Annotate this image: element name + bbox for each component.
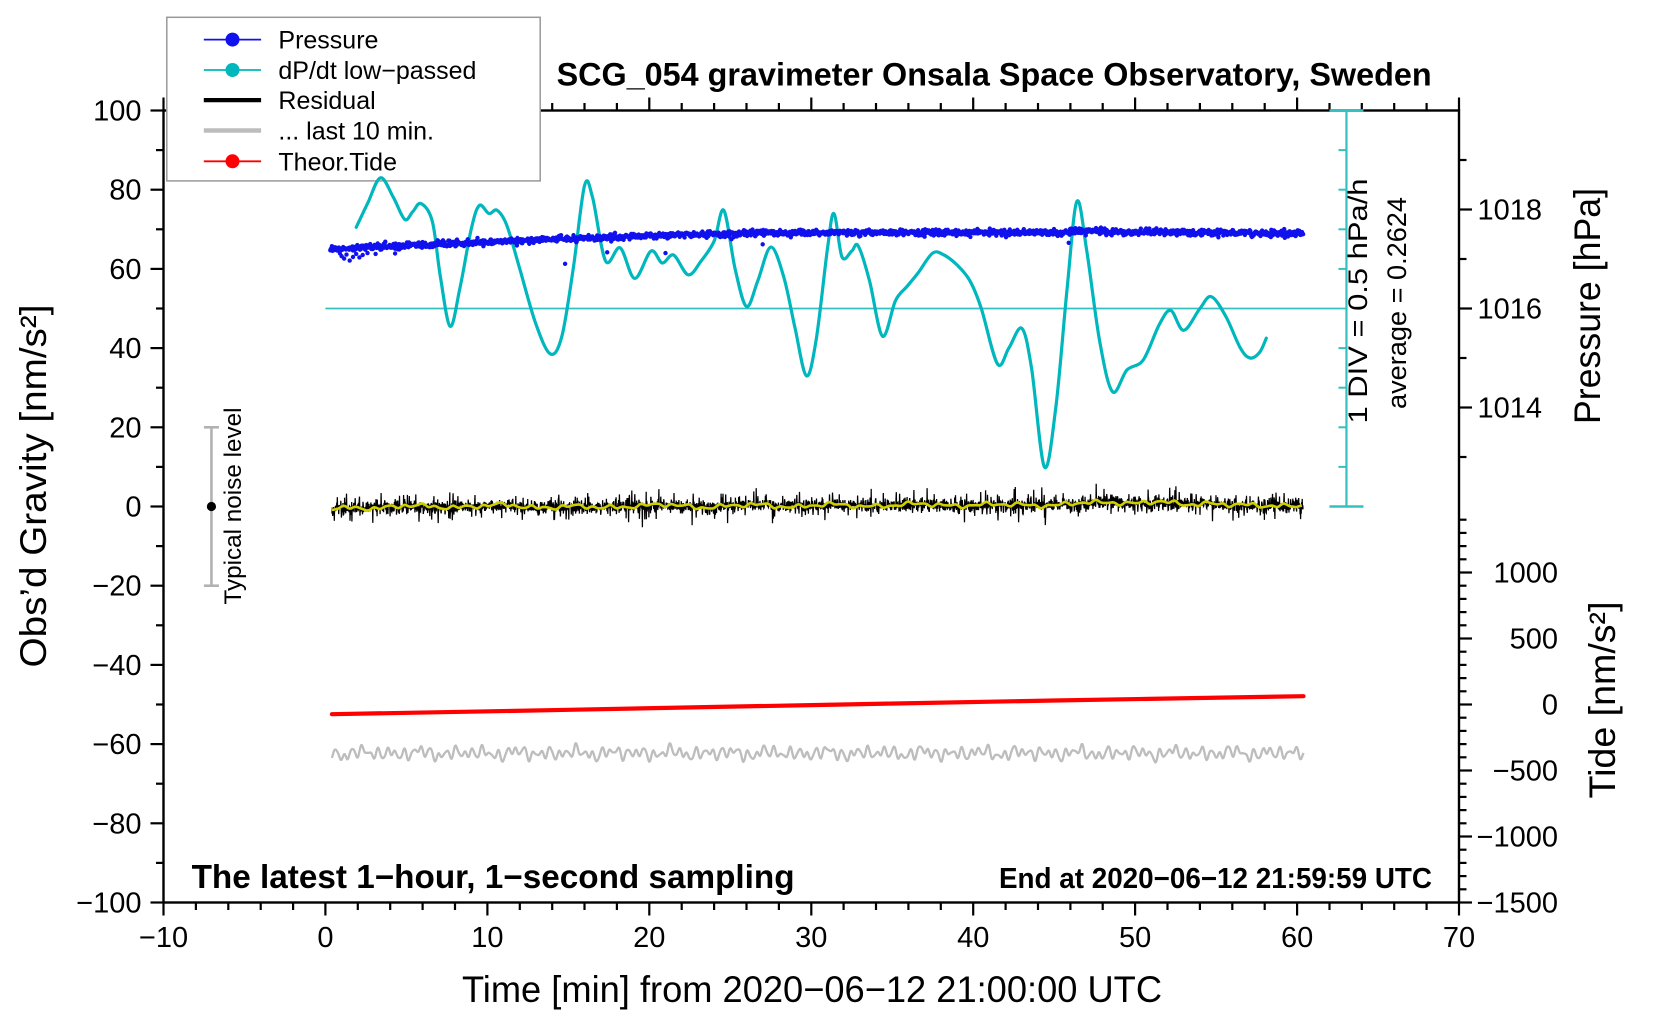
tide-axis-tick-label: −500: [1493, 756, 1558, 788]
legend-entry-label: Theor.Tide: [278, 148, 397, 176]
tide-axis-tick-label: 0: [1542, 690, 1558, 722]
annotation-end-time: End at 2020−06−12 21:59:59 UTC: [999, 863, 1432, 895]
x-axis-tick-label: 30: [795, 922, 827, 954]
x-axis-title: Time [min] from 2020−06−12 21:00:00 UTC: [462, 969, 1162, 1010]
y-axis-tick-label: −40: [92, 650, 141, 682]
axes: −10 0 10 20 30 40 50 60 70100806040200−20−40−60−…: [76, 96, 1558, 955]
y-axis-tick-label: 80: [109, 175, 141, 207]
y-axis-title-gravity: Obs’d Gravity [nm/s²]: [13, 305, 54, 668]
data-series: [203, 109, 1364, 764]
y-axis-tick-label: −20: [92, 571, 141, 603]
y-axis-tick-label: −80: [92, 808, 141, 840]
x-axis-tick-label: 10: [471, 922, 503, 954]
y-axis-tick-label: 100: [93, 96, 141, 128]
x-axis-tick-label: 40: [957, 922, 989, 954]
annotation-div-scale: 1 DIV = 0.5 hPa/h: [1343, 179, 1373, 424]
chart-title: SCG_054 gravimeter Onsala Space Observat…: [557, 57, 1432, 93]
annotation-average: average = 0.2624: [1382, 197, 1412, 409]
x-axis-tick-label: 0: [317, 922, 333, 954]
y-axis-title-pressure: Pressure [hPa]: [1567, 188, 1608, 424]
tide-axis-tick-label: −1000: [1477, 822, 1558, 854]
y-axis-tick-label: −100: [76, 888, 141, 920]
y-axis-tick-label: 0: [125, 492, 141, 524]
annotation-noise-level: Typical noise level: [220, 408, 247, 605]
pressure-axis-tick-label: 1016: [1477, 294, 1542, 326]
series-dpdt-lowpassed: [354, 176, 1268, 470]
series-residual-smooth: [331, 498, 1303, 512]
series-last10min: [330, 742, 1305, 764]
legend-entry-label: ... last 10 min.: [278, 118, 434, 146]
y-axis-tick-label: 40: [109, 333, 141, 365]
x-axis-tick-label: 20: [633, 922, 665, 954]
legend-entry-label: Pressure: [278, 27, 378, 55]
series-theor-tide: [329, 694, 1306, 717]
pressure-axis-tick-label: 1014: [1477, 393, 1542, 425]
y-axis-title-tide: Tide [nm/s²]: [1582, 602, 1623, 799]
pressure-axis-tick-label: 1018: [1477, 195, 1542, 227]
legend-entry-label: dP/dt low−passed: [278, 57, 476, 85]
y-axis-tick-label: 20: [109, 412, 141, 444]
tide-axis-tick-label: −1500: [1477, 888, 1558, 920]
legend-entry-label: Residual: [278, 87, 375, 115]
legend-sample-marker: [225, 63, 240, 77]
y-axis-tick-label: −60: [92, 729, 141, 761]
noise-bar-dot: [206, 501, 217, 512]
tide-axis-tick-label: 1000: [1493, 558, 1558, 590]
legend-sample-marker: [225, 32, 240, 47]
annotation-sampling: The latest 1−hour, 1−second sampling: [192, 858, 795, 895]
legend-sample-marker: [225, 154, 240, 169]
tide-axis-tick-label: 500: [1510, 624, 1558, 656]
y-axis-tick-label: 60: [109, 254, 141, 286]
x-axis-tick-label: 60: [1281, 922, 1313, 954]
x-axis-tick-label: −10: [139, 922, 188, 954]
x-axis-tick-label: 50: [1119, 922, 1151, 954]
x-axis-tick-label: 70: [1443, 922, 1475, 954]
series-pressure: [328, 225, 1306, 266]
